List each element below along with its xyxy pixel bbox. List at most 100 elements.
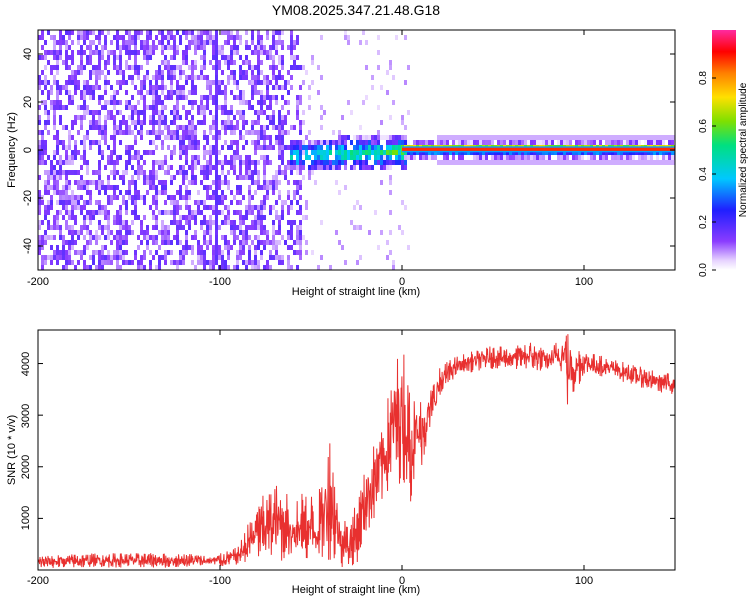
heatmap-cell xyxy=(107,60,110,65)
heatmap-cell xyxy=(77,180,80,185)
heatmap-cell xyxy=(47,190,50,195)
heatmap-cell xyxy=(125,130,128,135)
heatmap-cell xyxy=(257,205,260,210)
heatmap-cell xyxy=(65,60,68,65)
heatmap-cell xyxy=(101,50,104,55)
heatmap-cell xyxy=(224,235,227,240)
heatmap-cell xyxy=(629,140,632,145)
heatmap-cell xyxy=(221,180,224,185)
heatmap-cell xyxy=(209,40,212,45)
heatmap-cell xyxy=(137,115,140,120)
heatmap-cell xyxy=(224,175,227,180)
heatmap-cell xyxy=(479,135,482,140)
heatmap-cell xyxy=(185,55,188,60)
heatmap-cell xyxy=(626,150,629,155)
heatmap-cell xyxy=(635,135,638,140)
heatmap-cell xyxy=(155,120,158,125)
heatmap-cell xyxy=(272,190,275,195)
heatmap-cell xyxy=(491,150,494,155)
heatmap-cell xyxy=(251,125,254,130)
heatmap-cell xyxy=(281,200,284,205)
heatmap-cell xyxy=(512,140,515,145)
heatmap-cell xyxy=(284,130,287,135)
heatmap-cell xyxy=(209,30,212,35)
heatmap-cell xyxy=(557,135,560,140)
heatmap-cell xyxy=(212,190,215,195)
heatmap-cell xyxy=(224,105,227,110)
heatmap-cell xyxy=(269,185,272,190)
heatmap-cell xyxy=(215,90,218,95)
heatmap-cell xyxy=(44,210,47,215)
heatmap-cell xyxy=(74,115,77,120)
heatmap-cell xyxy=(218,45,221,50)
heatmap-cell xyxy=(302,110,305,115)
heatmap-cell xyxy=(287,110,290,115)
heatmap-cell xyxy=(233,265,236,270)
heatmap-cell xyxy=(77,195,80,200)
heatmap-cell xyxy=(170,135,173,140)
heatmap-cell xyxy=(188,220,191,225)
heatmap-cell xyxy=(530,140,533,145)
heatmap-cell xyxy=(320,125,323,130)
heatmap-cell xyxy=(95,125,98,130)
heatmap-cell xyxy=(80,140,83,145)
heatmap-cell xyxy=(239,215,242,220)
heatmap-cell xyxy=(116,265,119,270)
heatmap-cell xyxy=(308,170,311,175)
heatmap-cell xyxy=(644,155,647,160)
heatmap-cell xyxy=(125,240,128,245)
heatmap-cell xyxy=(317,165,320,170)
heatmap-cell xyxy=(155,70,158,75)
heatmap-cell xyxy=(188,45,191,50)
heatmap-cell xyxy=(563,150,566,155)
heatmap-cell xyxy=(170,130,173,135)
heatmap-cell xyxy=(242,145,245,150)
heatmap-cell xyxy=(125,220,128,225)
heatmap-cell xyxy=(338,165,341,170)
heatmap-cell xyxy=(38,115,41,120)
colorbar-tick-label: 0.4 xyxy=(698,167,709,181)
heatmap-cell xyxy=(227,65,230,70)
heatmap-cell xyxy=(119,55,122,60)
heatmap-cell xyxy=(209,110,212,115)
heatmap-cell xyxy=(455,135,458,140)
heatmap-cell xyxy=(68,80,71,85)
heatmap-cell xyxy=(644,160,647,165)
heatmap-cell xyxy=(230,160,233,165)
heatmap-cell xyxy=(323,140,326,145)
heatmap-cell xyxy=(245,130,248,135)
heatmap-cell xyxy=(230,190,233,195)
heatmap-cell xyxy=(197,255,200,260)
heatmap-cell xyxy=(212,45,215,50)
heatmap-cell xyxy=(173,235,176,240)
heatmap-cell xyxy=(197,110,200,115)
heatmap-cell xyxy=(212,95,215,100)
heatmap-cell xyxy=(104,115,107,120)
heatmap-cell xyxy=(104,125,107,130)
heatmap-cell xyxy=(257,115,260,120)
heatmap-cell xyxy=(353,165,356,170)
heatmap-cell xyxy=(98,250,101,255)
heatmap-cell xyxy=(170,95,173,100)
heatmap-cell xyxy=(233,125,236,130)
heatmap-cell xyxy=(644,150,647,155)
heatmap-cell xyxy=(239,245,242,250)
heatmap-cell xyxy=(134,190,137,195)
heatmap-cell xyxy=(56,180,59,185)
heatmap-cell xyxy=(77,150,80,155)
heatmap-cell xyxy=(59,200,62,205)
heatmap-cell xyxy=(71,40,74,45)
heatmap-cell xyxy=(296,55,299,60)
heatmap-cell xyxy=(92,50,95,55)
heatmap-cell xyxy=(113,130,116,135)
heatmap-cell xyxy=(278,140,281,145)
heatmap-cell xyxy=(452,155,455,160)
heatmap-cell xyxy=(176,95,179,100)
heatmap-cell xyxy=(248,205,251,210)
heatmap-cell xyxy=(257,65,260,70)
heatmap-cell xyxy=(587,150,590,155)
heatmap-cell xyxy=(134,30,137,35)
heatmap-cell xyxy=(653,140,656,145)
heatmap-cell xyxy=(359,155,362,160)
heatmap-cell xyxy=(98,220,101,225)
